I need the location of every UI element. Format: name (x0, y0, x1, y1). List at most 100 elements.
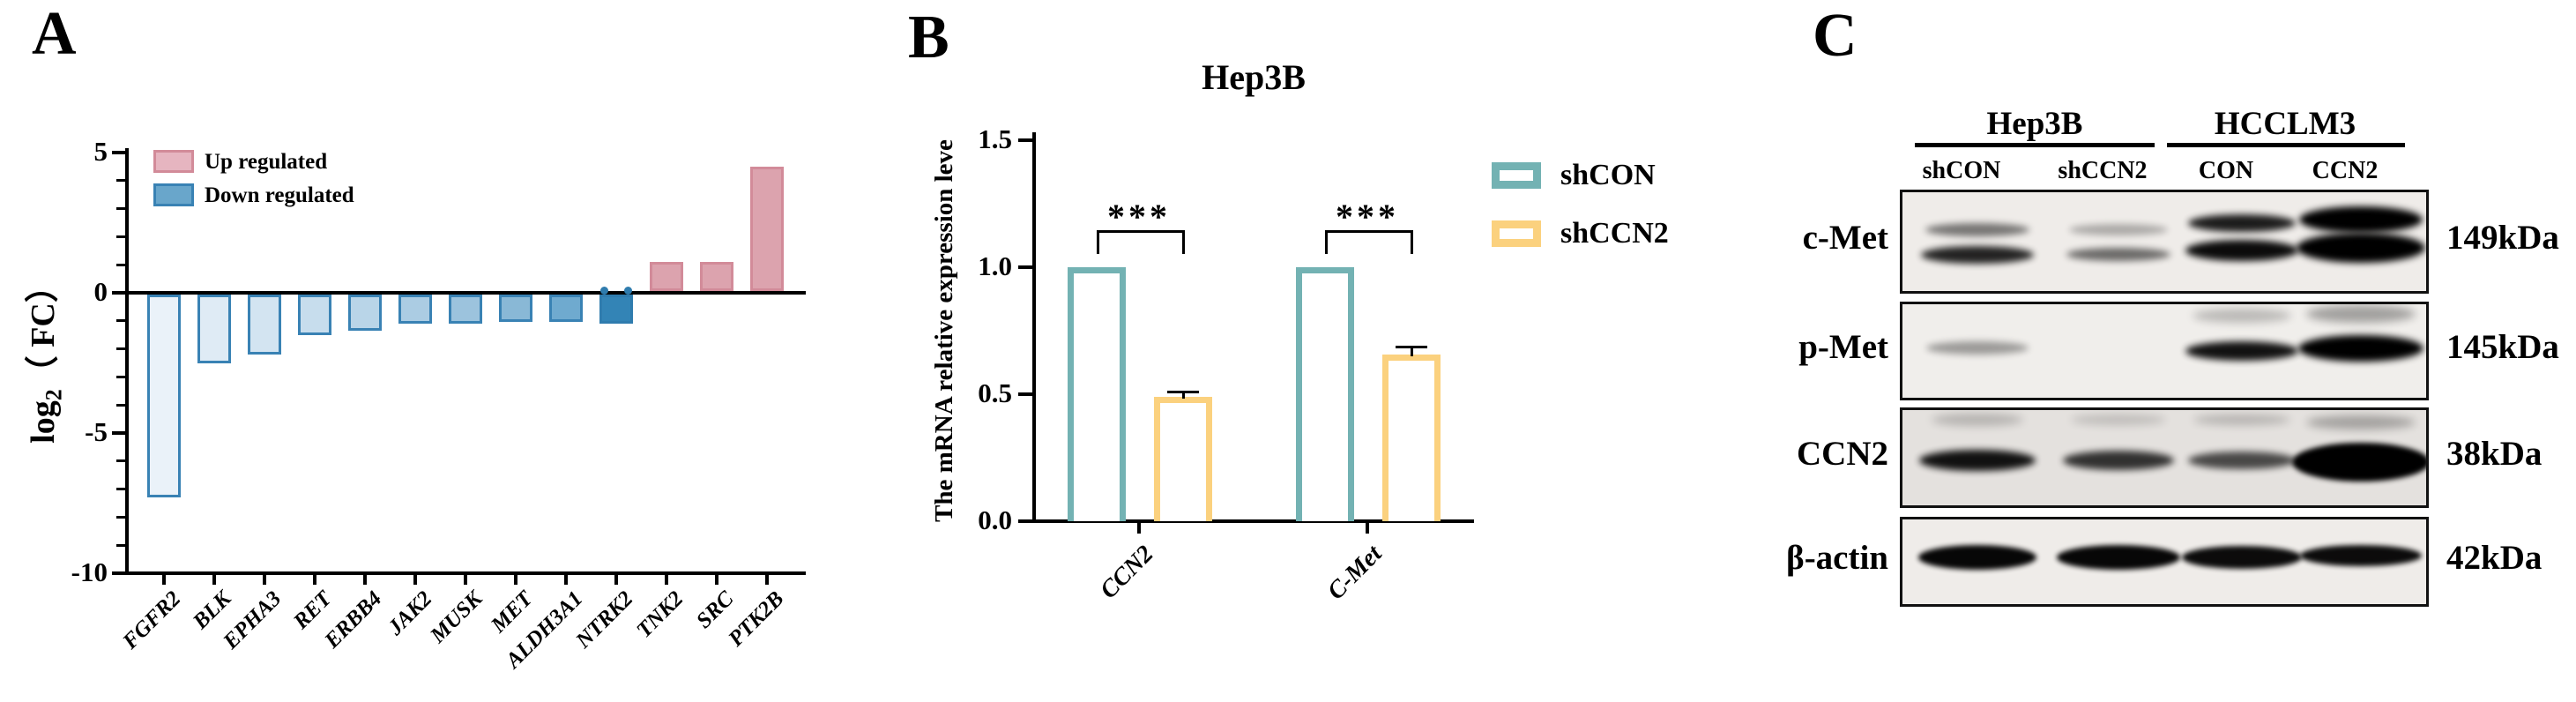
lane-label-shCCN2: shCCN2 (2058, 157, 2148, 184)
panel-a-bottom-axis-line (125, 571, 806, 575)
band-c-Met-lane3 (2299, 205, 2423, 233)
row-label-beta-actin: β-actin (1786, 539, 1888, 577)
legend-a-label-up: Up regulated (205, 150, 328, 174)
panel-b-y-axis-line (1032, 132, 1036, 523)
panel-b-y-tick-label: 1.0 (978, 250, 1012, 281)
sig-bracket-C-Met (1325, 230, 1413, 233)
panel-a-x-tick-BLK (212, 575, 216, 585)
band-CCN2-lane2 (2188, 452, 2296, 469)
panel-a-y-minor-tick (116, 347, 125, 351)
panel-a-y-minor-tick (116, 543, 125, 547)
legend-a-swatch-up (153, 150, 194, 173)
panel-a-x-tick-MET (514, 575, 517, 585)
blot-box-p-Met (1900, 302, 2429, 400)
band-CCN2-lane3 (2306, 414, 2416, 429)
panel-a-letter: A (32, 0, 77, 68)
legend-b-swatch-shCON (1492, 162, 1541, 189)
panel-a-y-major-tick (112, 151, 125, 154)
panel-a-y-minor-tick (116, 263, 125, 266)
bar-C-Met-shCCN2 (1382, 355, 1441, 521)
panel-a-y-minor-tick (116, 235, 125, 238)
band-β-actin-lane1 (2057, 544, 2180, 570)
band-CCN2-lane0 (1919, 450, 2036, 471)
panel-b-y-tick-label: 0.5 (978, 377, 1012, 408)
bar-NTRK2 (599, 295, 633, 324)
hep3b-underline (1915, 143, 2155, 147)
panel-c-group-hcclm3: HCCLM3 (2214, 106, 2356, 142)
panel-a-y-tick-label: -10 (71, 556, 108, 587)
panel-b-x-axis-line (1032, 519, 1474, 523)
bar-JAK2 (398, 295, 432, 324)
blot-box-β-actin (1900, 517, 2429, 607)
panel-a-y-major-tick (112, 291, 125, 295)
panel-a-y-minor-tick (116, 319, 125, 323)
band-c-Met-lane0 (1925, 222, 2029, 236)
panel-b-letter: B (908, 4, 949, 71)
sig-stars-C-Met: *** (1336, 197, 1399, 236)
bar-CCN2-shCON (1068, 267, 1126, 521)
blot-box-c-Met (1900, 190, 2429, 294)
dot-marker-NTRK2 (600, 287, 608, 295)
sig-bracket-left-stub-CCN2 (1097, 230, 1099, 254)
kda-label-38: 38kDa (2446, 435, 2542, 473)
panel-a-y-minor-tick (116, 515, 125, 519)
row-label-c-met: c-Met (1802, 219, 1888, 257)
row-label-p-met: p-Met (1798, 328, 1888, 366)
bar-SRC (700, 262, 733, 291)
panel-b-y-tick-label: 1.5 (978, 123, 1012, 154)
band-CCN2-lane2 (2193, 414, 2290, 426)
panel-a-y-minor-tick (116, 459, 125, 463)
panel-a-y-major-tick (112, 431, 125, 435)
band-CCN2-lane3 (2292, 443, 2426, 482)
hcclm3-underline (2167, 143, 2405, 147)
band-c-Met-lane1 (2066, 248, 2170, 262)
panel-c-group-hep3b: Hep3B (1986, 106, 2083, 142)
band-c-Met-lane0 (1921, 245, 2034, 264)
legend-b-swatch-shCCN2 (1492, 220, 1541, 247)
panel-b-bar-chart: 1.5 1.0 0.5 0.0 CCN2 C-Met *** *** (978, 123, 1474, 606)
panel-a-y-minor-tick (116, 488, 125, 491)
band-p-Met-lane2 (2185, 340, 2298, 361)
xcat-label-CCN2: CCN2 (1094, 540, 1159, 605)
panel-a-x-tick-TNK2 (665, 575, 668, 585)
panel-a-bar-chart: 5 0 -5 -10 FGFR2 BLK EPHA3 RET ERBB4 JAK2 MUSK MET A… (0, 0, 882, 702)
sig-bracket-CCN2 (1097, 230, 1185, 233)
bar-CCN2-shCCN2 (1154, 396, 1212, 521)
band-p-Met-lane0 (1926, 340, 2029, 355)
panel-a-x-tick-RET (313, 575, 316, 585)
panel-b-y-major-tick (1018, 392, 1032, 396)
band-p-Met-lane3 (2298, 335, 2423, 362)
row-label-ccn2: CCN2 (1797, 435, 1888, 473)
lane-label-shCON: shCON (1922, 157, 2001, 184)
panel-a-y-tick-label: 0 (93, 276, 108, 307)
bar-ERBB4 (348, 295, 382, 331)
panel-a-y-tick-label: 5 (93, 136, 108, 167)
panel-a-x-tick-FGFR2 (162, 575, 166, 585)
xcat-label-C-Met: C-Met (1322, 540, 1388, 606)
panel-b-y-major-tick (1018, 519, 1032, 523)
panel-a-x-tick-ALDH3A1 (564, 575, 568, 585)
band-p-Met-lane3 (2306, 305, 2416, 324)
band-CCN2-lane1 (2071, 414, 2166, 426)
bar-MUSK (449, 295, 482, 324)
bar-FGFR2 (147, 295, 181, 498)
sig-stars-CCN2: *** (1107, 197, 1171, 236)
kda-label-149: 149kDa (2446, 219, 2559, 257)
bar-C-Met-shCON (1296, 267, 1354, 521)
legend-b-label-shCCN2: shCCN2 (1560, 217, 1669, 250)
band-β-actin-lane2 (2182, 545, 2302, 569)
panel-a-y-tick-label: -5 (85, 416, 108, 447)
legend-a-label-down: Down regulated (205, 183, 354, 207)
bar-BLK (197, 295, 231, 363)
bar-ALDH3A1 (549, 295, 583, 323)
panel-a-x-tick-PTK2B (765, 575, 769, 585)
panel-a-x-tick-MUSK (464, 575, 467, 585)
panel-a-zero-line (125, 291, 806, 295)
panel-a-x-tick-EPHA3 (263, 575, 266, 585)
panel-a-y-minor-tick (116, 179, 125, 183)
panel-c-letter: C (1813, 2, 1858, 70)
legend-b-label-shCON: shCON (1560, 159, 1656, 191)
lane-label-CCN2: CCN2 (2312, 157, 2379, 184)
panel-b-y-major-tick (1018, 138, 1032, 142)
